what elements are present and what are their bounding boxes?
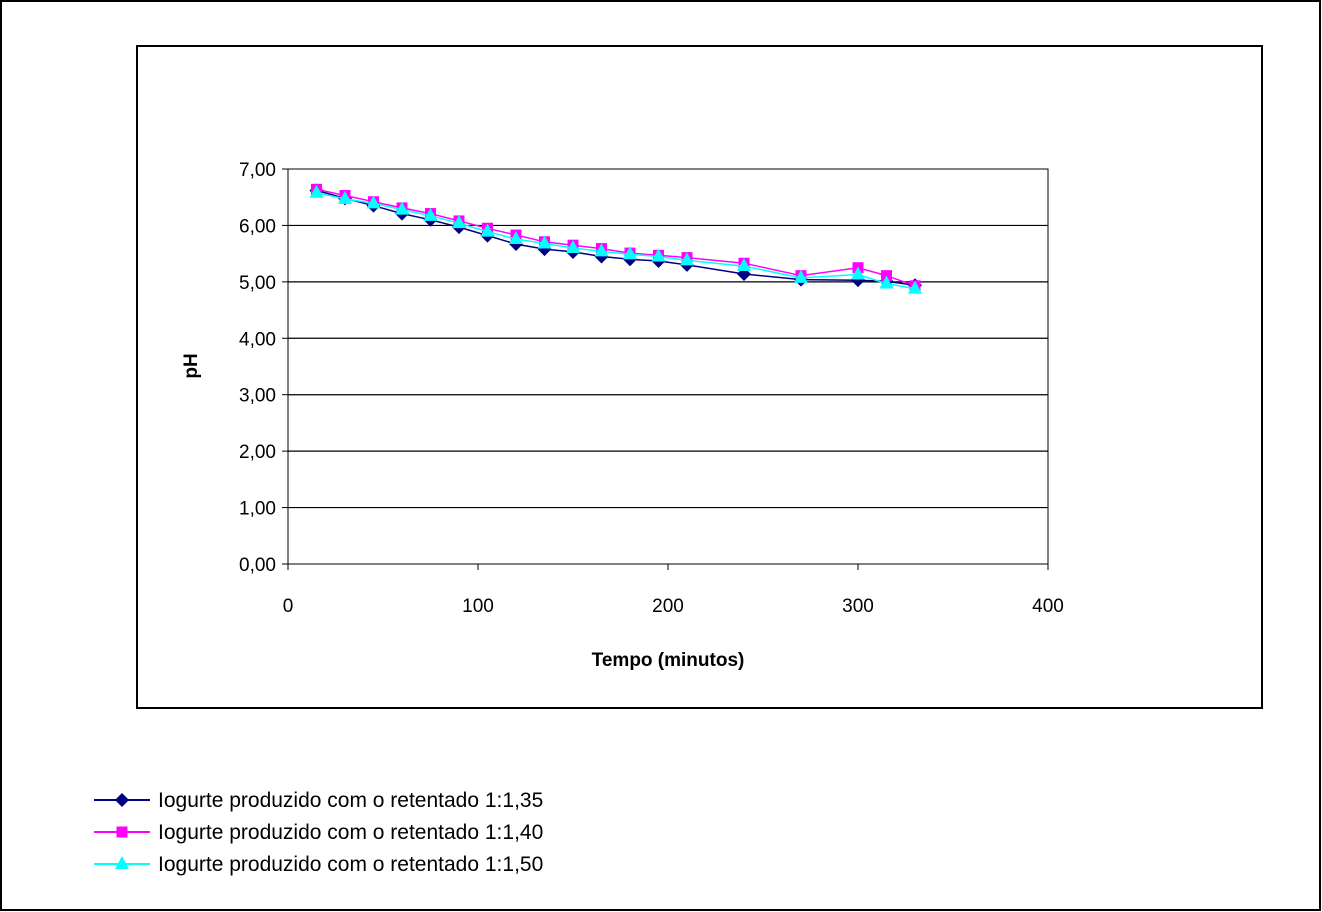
data-point: [452, 215, 466, 229]
legend-item: Iogurte produzido com o retentado 1:1,50: [94, 853, 543, 876]
data-point: [623, 246, 637, 260]
plot-area: [287, 168, 1049, 565]
legend-item: Iogurte produzido com o retentado 1:1,40: [94, 821, 543, 844]
legend-marker: [115, 856, 129, 869]
y-tick-label: 5,00: [239, 273, 276, 294]
legend-item: Iogurte produzido com o retentado 1:1,35: [94, 789, 543, 812]
data-point: [908, 280, 922, 294]
data-point: [851, 266, 865, 280]
x-tick-label: 0: [283, 596, 294, 617]
data-point: [794, 269, 808, 283]
y-tick-label: 6,00: [239, 216, 276, 237]
data-point: [395, 201, 409, 215]
data-point: [680, 252, 694, 266]
series-group: [309, 183, 922, 294]
data-point: [651, 248, 666, 262]
y-tick-label: 1,00: [239, 499, 276, 520]
data-point: [509, 230, 523, 244]
data-point: [566, 240, 580, 253]
data-point: [366, 195, 381, 209]
data-point: [480, 223, 495, 237]
x-tick-label: 300: [842, 596, 874, 617]
legend-label: Iogurte produzido com o retentado 1:1,40: [158, 821, 543, 844]
y-axis-ticks: 0,00 1,00 2,00 3,00 4,00 5,00 6,00 7,00: [239, 160, 288, 576]
data-point: [594, 243, 609, 257]
x-axis-ticks: 0 100 200 300 400: [283, 564, 1064, 617]
x-tick-label: 200: [652, 596, 684, 617]
data-point: [338, 190, 352, 204]
y-tick-label: 3,00: [239, 386, 276, 407]
y-tick-label: 2,00: [239, 442, 276, 463]
legend-marker: [115, 793, 129, 807]
data-point: [737, 258, 751, 272]
x-tick-label: 100: [462, 596, 494, 617]
y-tick-label: 4,00: [239, 329, 276, 350]
y-tick-label: 0,00: [239, 555, 276, 576]
legend-marker: [116, 826, 128, 838]
x-axis-title: Tempo (minutos): [592, 650, 745, 671]
data-point: [594, 249, 609, 264]
legend-label: Iogurte produzido com o retentado 1:1,50: [158, 853, 543, 876]
legend-label: Iogurte produzido com o retentado 1:1,35: [158, 789, 543, 812]
x-tick-label: 400: [1032, 596, 1064, 617]
gridlines: [288, 224, 1048, 509]
y-axis-title: pH: [181, 353, 202, 378]
y-tick-label: 7,00: [239, 160, 276, 181]
data-point: [879, 275, 894, 289]
series-3: [309, 184, 922, 294]
data-point: [537, 235, 552, 249]
data-point: [309, 184, 324, 198]
legend: Iogurte produzido com o retentado 1:1,35…: [94, 789, 543, 876]
data-point: [423, 207, 438, 221]
